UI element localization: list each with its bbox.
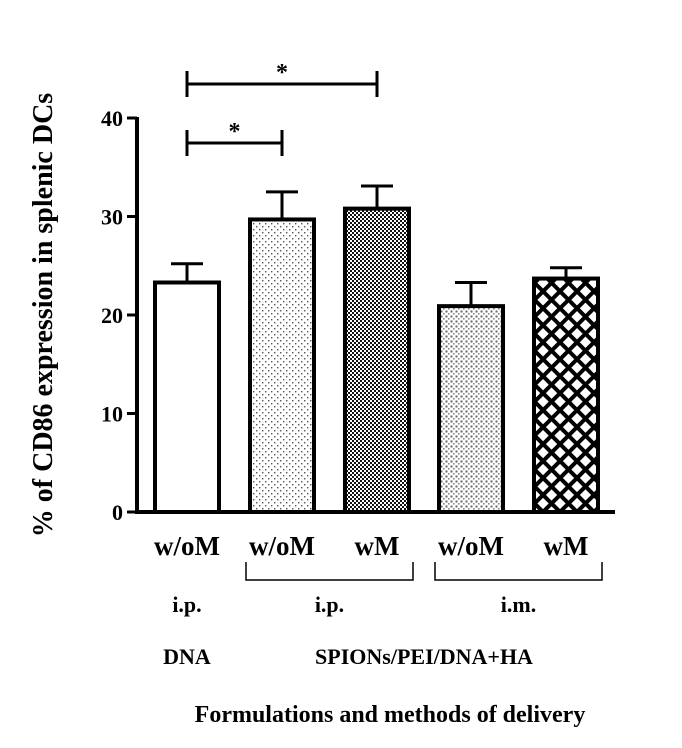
- y-axis-label: % of CD86 expression in splenic DCs: [28, 93, 59, 538]
- y-tick-label: 40: [101, 106, 123, 131]
- category-labels: w/oM w/oM wM w/oM wM i.p. i.p. i.m. DNA SPIONs/PE…: [154, 531, 603, 669]
- y-tick-label: 20: [101, 303, 123, 328]
- category-label: w/oM: [438, 531, 504, 561]
- bar: [437, 304, 505, 515]
- bar: [343, 206, 411, 514]
- y-tick-label: 10: [101, 402, 123, 427]
- significance-label: *: [229, 119, 241, 145]
- route-label: i.p.: [172, 592, 201, 617]
- category-label: w/oM: [154, 531, 220, 561]
- significance-brackets: **: [185, 60, 379, 156]
- category-label: wM: [544, 531, 589, 561]
- bar: [248, 217, 316, 515]
- category-label: w/oM: [249, 531, 315, 561]
- bar: [153, 280, 221, 514]
- x-axis-label: Formulations and methods of delivery: [195, 702, 586, 728]
- route-bracket: [434, 562, 603, 581]
- category-label: wM: [355, 531, 400, 561]
- bar: [532, 276, 600, 514]
- route-bracket: [245, 562, 414, 581]
- route-label: i.m.: [501, 592, 536, 617]
- route-label: i.p.: [315, 592, 344, 617]
- bars: [153, 184, 600, 515]
- group-label: SPIONs/PEI/DNA+HA: [315, 644, 533, 669]
- significance-label: *: [276, 60, 288, 86]
- group-label: DNA: [163, 644, 211, 669]
- y-tick-label: 30: [101, 205, 123, 230]
- y-tick-label: 0: [112, 500, 123, 525]
